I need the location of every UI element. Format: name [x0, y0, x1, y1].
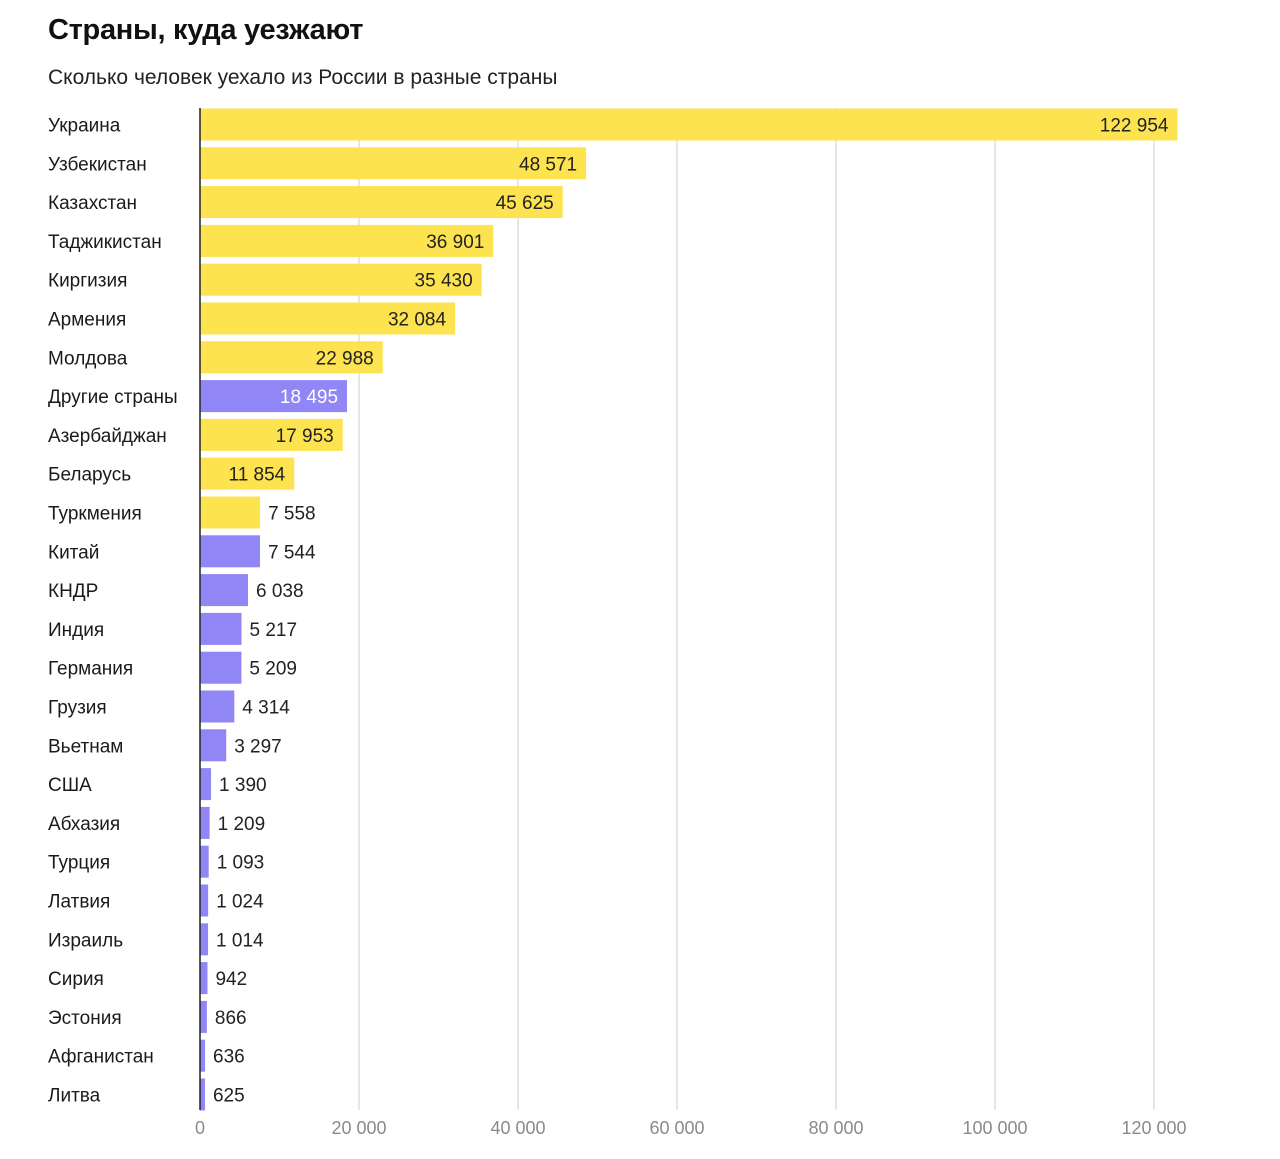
bar	[200, 224, 494, 257]
data-label: 625	[213, 1086, 245, 1107]
bar	[200, 1000, 207, 1033]
bar	[200, 341, 383, 374]
bar	[200, 690, 235, 723]
data-label: 22 988	[316, 348, 374, 369]
category-label: Таджикистан	[48, 232, 162, 253]
data-label: 636	[213, 1047, 245, 1068]
bar	[200, 1039, 206, 1072]
bar	[200, 302, 456, 335]
category-label: Китай	[48, 542, 99, 563]
chart-title: Страны, куда уезжают	[48, 14, 364, 46]
category-label: Казахстан	[48, 193, 137, 214]
bar	[200, 845, 209, 878]
data-label: 942	[215, 969, 247, 990]
bar	[200, 962, 208, 995]
category-label: Молдова	[48, 348, 128, 369]
bar	[200, 574, 249, 607]
data-label: 45 625	[496, 193, 554, 214]
bar	[200, 612, 242, 645]
category-label: Литва	[48, 1086, 101, 1107]
category-label: Сирия	[48, 969, 104, 990]
x-tick-label: 80 000	[808, 1118, 863, 1138]
data-label: 122 954	[1100, 116, 1169, 137]
category-label: Афганистан	[48, 1047, 154, 1068]
data-label: 36 901	[426, 232, 484, 253]
bar	[200, 186, 563, 219]
bar	[200, 535, 260, 568]
data-label: 1 390	[219, 775, 267, 796]
category-label: Индия	[48, 620, 104, 641]
category-label: Армения	[48, 310, 126, 331]
data-label: 18 495	[280, 387, 338, 408]
category-label: Азербайджан	[48, 426, 167, 447]
bar	[200, 884, 209, 917]
bar	[200, 651, 242, 684]
x-tick-label: 0	[195, 1118, 205, 1138]
category-label: КНДР	[48, 581, 98, 602]
bar	[200, 768, 212, 801]
data-label: 1 093	[217, 853, 265, 874]
category-label: Беларусь	[48, 465, 131, 486]
data-label: 5 217	[249, 620, 297, 641]
data-label: 17 953	[276, 426, 334, 447]
gridlines	[358, 108, 1155, 1110]
bar	[200, 263, 482, 296]
data-label: 11 854	[229, 465, 286, 486]
x-tick-label: 60 000	[649, 1118, 704, 1138]
data-label: 866	[215, 1008, 247, 1029]
category-label: Туркмения	[48, 504, 142, 525]
x-tick-label: 40 000	[490, 1118, 545, 1138]
bar	[200, 457, 295, 490]
bar	[200, 923, 209, 956]
data-label: 6 038	[256, 581, 304, 602]
bar	[200, 806, 210, 839]
category-label: Другие страны	[48, 387, 178, 408]
data-label: 5 209	[249, 659, 297, 680]
category-label: Израиль	[48, 930, 123, 951]
data-label: 1 014	[216, 930, 264, 951]
bar	[200, 108, 1178, 141]
chart-subtitle: Сколько человек уехало из России в разны…	[48, 66, 558, 89]
bar	[200, 380, 348, 413]
data-label: 35 430	[415, 271, 473, 292]
data-label: 4 314	[242, 698, 290, 719]
category-label: Вьетнам	[48, 736, 123, 757]
bar	[200, 1078, 205, 1111]
category-label: Абхазия	[48, 814, 120, 835]
category-label: Латвия	[48, 892, 110, 913]
category-label: Грузия	[48, 698, 107, 719]
data-label: 32 084	[388, 310, 447, 331]
category-label: Узбекистан	[48, 154, 147, 175]
data-label: 3 297	[234, 736, 282, 757]
x-tick-label: 20 000	[331, 1118, 386, 1138]
data-label: 7 558	[268, 504, 316, 525]
category-label: Германия	[48, 659, 133, 680]
data-label: 7 544	[268, 542, 316, 563]
labels: 0 20 000 40 000 60 000 80 000 100 000 120 000 У…	[48, 116, 1187, 1139]
bar	[200, 729, 227, 762]
category-label: США	[48, 775, 92, 796]
category-label: Киргизия	[48, 271, 127, 292]
data-label: 48 571	[519, 154, 577, 175]
bars	[200, 108, 1178, 1111]
category-label: Украина	[48, 116, 121, 137]
data-label: 1 209	[218, 814, 266, 835]
bar	[200, 496, 261, 529]
data-label: 1 024	[216, 892, 264, 913]
bar	[200, 147, 587, 180]
category-label: Турция	[48, 853, 110, 874]
category-label: Эстония	[48, 1008, 122, 1029]
x-tick-label: 120 000	[1121, 1118, 1186, 1138]
bar	[200, 418, 343, 451]
x-tick-label: 100 000	[962, 1118, 1027, 1138]
